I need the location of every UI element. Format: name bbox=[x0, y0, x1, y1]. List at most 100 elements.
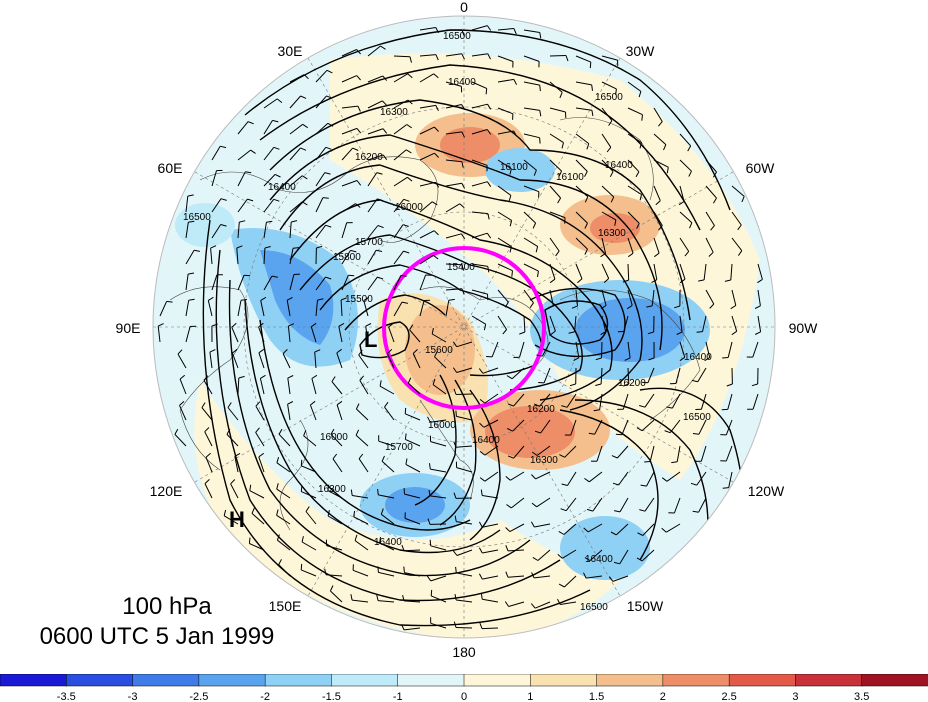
wind-barb-flag bbox=[584, 171, 588, 177]
wind-barb bbox=[419, 126, 435, 135]
wind-barb-flag bbox=[376, 594, 379, 601]
wind-barb bbox=[340, 299, 343, 317]
wind-barb bbox=[352, 569, 369, 577]
wind-barb-flag bbox=[300, 459, 303, 466]
wind-barb-flag bbox=[300, 485, 303, 492]
wind-barb bbox=[380, 513, 395, 525]
wind-barb-flag bbox=[324, 172, 331, 175]
wind-barb bbox=[601, 211, 617, 221]
wind-barb bbox=[210, 248, 213, 265]
wind-barb-flag bbox=[504, 301, 509, 308]
wind-barb-flag bbox=[726, 383, 733, 387]
wind-barb-flag bbox=[608, 120, 613, 126]
wind-barb bbox=[315, 300, 318, 317]
wind-barb-flag bbox=[350, 249, 357, 253]
contour-label: 16400 bbox=[585, 554, 613, 565]
wind-barb bbox=[315, 122, 329, 135]
wind-barb-flag bbox=[613, 510, 621, 513]
wind-barb bbox=[403, 600, 421, 603]
wind-barb-flag bbox=[248, 537, 251, 544]
wind-barb bbox=[315, 197, 324, 213]
wind-barb bbox=[535, 471, 551, 480]
wind-barb-flag bbox=[329, 585, 334, 592]
wind-barb bbox=[519, 341, 525, 358]
wind-barb bbox=[456, 415, 473, 421]
wind-barb bbox=[255, 432, 265, 447]
longitude-label-60e: 60E bbox=[158, 160, 183, 176]
wind-barb bbox=[679, 159, 692, 172]
longitude-label-150w: 150W bbox=[627, 598, 664, 614]
colorbar-swatch bbox=[66, 674, 134, 687]
wind-barb-flag bbox=[278, 559, 282, 565]
wind-barb-flag bbox=[505, 545, 509, 552]
wind-barb bbox=[497, 107, 514, 115]
wind-barb bbox=[601, 263, 610, 279]
wind-barb-flag bbox=[513, 79, 518, 85]
wind-barb-flag bbox=[327, 509, 330, 517]
wind-barb-flag bbox=[461, 182, 466, 189]
wind-barb bbox=[314, 352, 317, 369]
wind-barb-flag bbox=[724, 279, 731, 282]
wind-barb bbox=[536, 445, 551, 456]
wind-barb bbox=[497, 211, 512, 221]
wind-barb bbox=[209, 352, 213, 369]
wind-barb bbox=[204, 431, 213, 447]
wind-barb bbox=[405, 463, 421, 473]
wind-barb bbox=[523, 315, 526, 333]
wind-barb-flag bbox=[603, 278, 610, 283]
wind-barb-flag bbox=[188, 272, 195, 275]
wind-barb-flag bbox=[584, 557, 591, 562]
wind-barb bbox=[430, 419, 447, 423]
wind-barb-flag bbox=[557, 197, 562, 204]
wind-barb bbox=[537, 549, 551, 561]
colorbar-swatch bbox=[795, 674, 863, 687]
wind-barb-flag bbox=[274, 173, 281, 178]
wind-barb-flag bbox=[696, 331, 703, 333]
wind-barb bbox=[237, 377, 240, 395]
wind-barb bbox=[679, 315, 683, 332]
contour-label: 16000 bbox=[320, 432, 348, 443]
wind-barb bbox=[258, 326, 265, 343]
wind-barb-flag bbox=[558, 530, 565, 535]
wind-barb bbox=[471, 81, 487, 89]
wind-barb-flag bbox=[258, 348, 264, 354]
wind-barb-flag bbox=[666, 406, 673, 409]
wind-barb-flag bbox=[407, 377, 412, 384]
wind-barb bbox=[481, 627, 499, 630]
wind-barb bbox=[456, 341, 473, 348]
wind-barb bbox=[497, 78, 514, 83]
wind-barb bbox=[523, 185, 540, 193]
longitude-label-0: 0 bbox=[460, 0, 468, 15]
wind-barb bbox=[627, 133, 642, 144]
wind-barb-flag bbox=[365, 323, 372, 327]
wind-barb-flag bbox=[226, 428, 231, 435]
wind-barb bbox=[549, 315, 556, 332]
wind-barb bbox=[752, 341, 759, 358]
wind-barb bbox=[179, 378, 187, 395]
wind-barb bbox=[231, 327, 239, 343]
wind-barb bbox=[289, 221, 292, 239]
wind-barb bbox=[731, 185, 745, 197]
wind-barb-flag bbox=[379, 536, 381, 543]
wind-barb bbox=[276, 514, 291, 525]
colorbar-swatch bbox=[198, 674, 266, 687]
wind-barb-flag bbox=[539, 137, 541, 144]
wind-barb bbox=[419, 104, 436, 109]
wind-barb-flag bbox=[301, 175, 308, 180]
wind-barb bbox=[315, 95, 327, 109]
wind-barb-flag bbox=[355, 203, 361, 208]
wind-barb bbox=[332, 458, 343, 473]
wind-barb-flag bbox=[635, 171, 640, 178]
wind-barb bbox=[367, 198, 378, 213]
wind-barb-flag bbox=[448, 298, 455, 301]
wind-barb-flag bbox=[624, 357, 631, 361]
wind-barb bbox=[276, 462, 291, 473]
wind-barb-flag bbox=[402, 224, 409, 227]
wind-barb-flag bbox=[179, 401, 185, 406]
wind-barb-flag bbox=[595, 357, 602, 361]
wind-barb bbox=[289, 201, 303, 213]
wind-barb bbox=[575, 55, 591, 63]
wind-barb bbox=[601, 315, 607, 332]
wind-barb bbox=[727, 393, 733, 410]
wind-barb bbox=[549, 55, 567, 57]
